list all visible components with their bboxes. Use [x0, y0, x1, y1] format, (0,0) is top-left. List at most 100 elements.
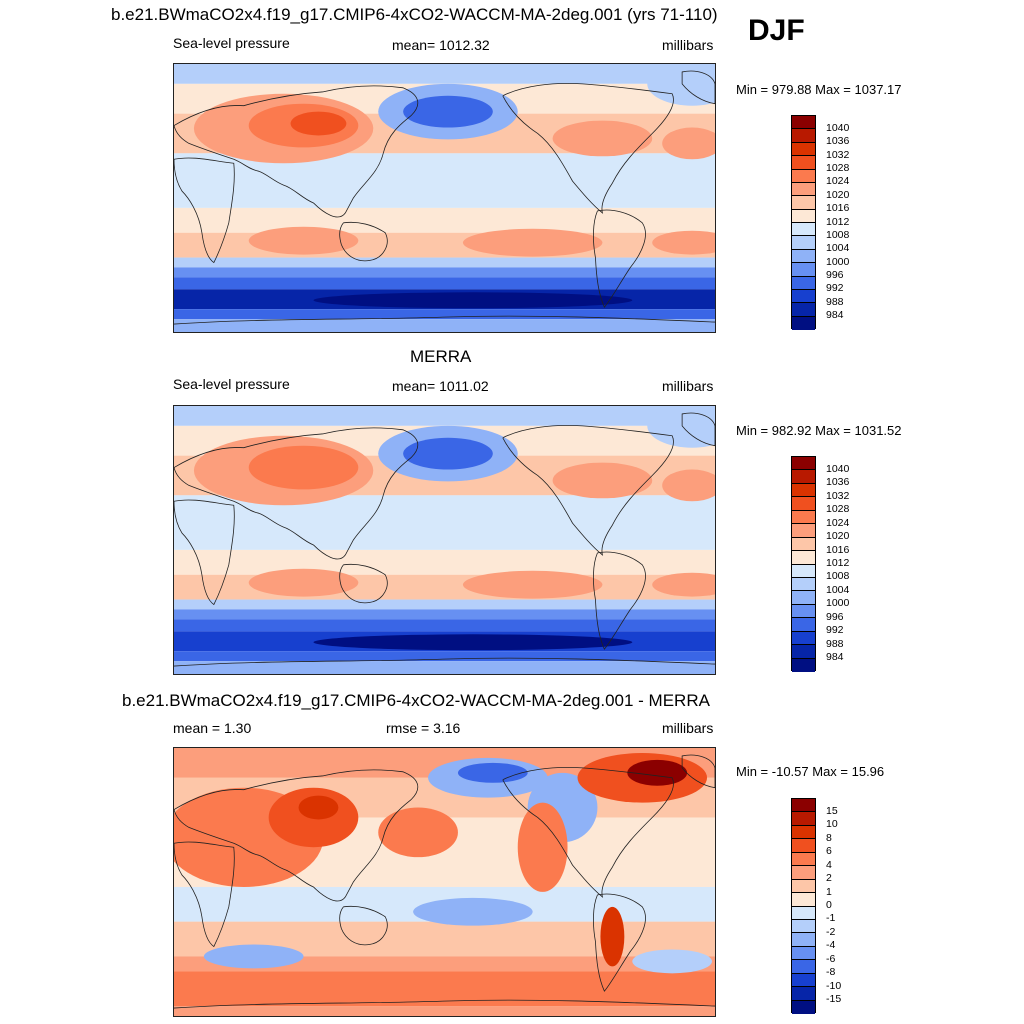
colorbar-cell [792, 604, 815, 619]
mean-label: mean= 1011.02 [392, 378, 489, 394]
colorbar-cell [792, 537, 815, 552]
colorbar-tick-label: -6 [826, 952, 836, 965]
negative-anomaly [203, 944, 304, 969]
colorbar-cell [792, 973, 815, 988]
colorbar-tick-label: 1016 [826, 202, 850, 215]
high-pressure-cell [552, 120, 653, 157]
min-max-label: Min = 979.88 Max = 1037.17 [736, 82, 902, 97]
units-label: millibars [662, 37, 714, 53]
colorbar-tick-label: 1028 [826, 503, 850, 516]
colorbar-tick-label: 1040 [826, 121, 850, 134]
colorbar-cell [792, 933, 815, 947]
positive-anomaly [298, 795, 339, 820]
colorbar-cell [792, 236, 815, 250]
colorbar-tick-label: 0 [826, 899, 832, 911]
positive-anomaly [378, 807, 458, 858]
season-label: DJF [748, 14, 805, 47]
colorbar-tick-label: 15 [826, 804, 838, 817]
colorbar [791, 456, 816, 672]
positive-anomaly [627, 759, 688, 786]
colorbar [791, 115, 816, 330]
panel-title: b.e21.BWmaCO2x4.f19_g17.CMIP6-4xCO2-WACC… [111, 5, 718, 24]
colorbar-cell [792, 169, 815, 183]
panel-title: b.e21.BWmaCO2x4.f19_g17.CMIP6-4xCO2-WACC… [122, 691, 710, 710]
colorbar-cell [792, 182, 815, 197]
pressure-band [174, 1006, 715, 1016]
colorbar-tick-label: 1040 [826, 462, 850, 475]
colorbar-tick-label: 992 [826, 624, 844, 637]
pressure-band [174, 619, 715, 632]
high-pressure-cell [652, 230, 715, 255]
colorbar-cell [792, 303, 815, 317]
min-max-label: Min = -10.57 Max = 15.96 [736, 764, 885, 779]
pressure-band [174, 309, 715, 320]
pressure-band [174, 257, 715, 268]
colorbar-cell [792, 839, 815, 853]
colorbar-tick-label: 996 [826, 269, 844, 281]
colorbar-cell [792, 825, 815, 840]
colorbar-tick-label: 988 [826, 637, 844, 650]
colorbar-cell [792, 316, 815, 330]
colorbar-tick-label: 2 [826, 872, 832, 885]
low-pressure-cell [403, 437, 493, 470]
colorbar-cell [792, 645, 815, 659]
high-pressure-cell [462, 570, 603, 599]
colorbar-cell [792, 893, 815, 907]
map-canvas [174, 406, 715, 674]
colorbar-tick-label: 1000 [826, 597, 850, 610]
colorbar-cell [792, 551, 815, 565]
colorbar-cell [792, 142, 815, 157]
map-canvas [174, 64, 715, 332]
colorbar-cell [792, 564, 815, 578]
pressure-band [174, 64, 715, 84]
colorbar-cell [792, 510, 815, 525]
colorbar-tick-label: 1032 [826, 148, 850, 161]
pressure-band [174, 406, 715, 426]
rmse-label: rmse = 3.16 [386, 720, 461, 736]
colorbar-cell [792, 960, 815, 974]
colorbar-cell [792, 591, 815, 605]
colorbar-cell [792, 457, 815, 471]
colorbar-tick-label: 996 [826, 610, 844, 623]
colorbar-tick-label: -4 [826, 939, 836, 952]
slp-map [173, 405, 716, 675]
negative-anomaly [632, 949, 713, 974]
colorbar-cell [792, 129, 815, 143]
negative-anomaly [457, 762, 528, 783]
colorbar-cell [792, 289, 815, 304]
coastlines [174, 754, 715, 1009]
pressure-band [174, 971, 715, 1007]
colorbar-tick-label: 1036 [826, 476, 850, 489]
colorbar-tick-label: 988 [826, 295, 844, 308]
colorbar-cell [792, 156, 815, 170]
colorbar-cell [792, 276, 815, 290]
colorbar-cell [792, 1000, 815, 1014]
colorbar-cell [792, 618, 815, 632]
pressure-band [174, 207, 715, 233]
panel-title: MERRA [410, 347, 472, 366]
colorbar-cell [792, 987, 815, 1001]
colorbar-tick-label: 1004 [826, 583, 850, 596]
variable-label: Sea-level pressure [173, 35, 290, 51]
colorbar-cell [792, 223, 815, 237]
colorbar-cell [792, 116, 815, 130]
colorbar-cell [792, 906, 815, 920]
colorbar-tick-label: 1004 [826, 242, 850, 255]
difference-map [173, 747, 716, 1017]
colorbar-cell [792, 799, 815, 813]
colorbar-tick-label: 6 [826, 845, 832, 858]
high-pressure-cell [462, 228, 603, 257]
min-max-label: Min = 982.92 Max = 1031.52 [736, 423, 902, 438]
positive-anomaly [600, 906, 625, 967]
colorbar-cell [792, 483, 815, 498]
colorbar-tick-label: 1020 [826, 188, 850, 201]
high-pressure-cell [552, 462, 653, 499]
colorbar-tick-label: 1020 [826, 530, 850, 543]
colorbar-tick-label: 984 [826, 309, 844, 322]
coastlines [174, 412, 715, 667]
positive-anomaly [517, 802, 568, 892]
colorbar-cell [792, 249, 815, 264]
colorbar-tick-label: 1016 [826, 543, 850, 556]
colorbar-tick-label: 1024 [826, 175, 850, 188]
colorbar-tick-label: -2 [826, 925, 836, 938]
